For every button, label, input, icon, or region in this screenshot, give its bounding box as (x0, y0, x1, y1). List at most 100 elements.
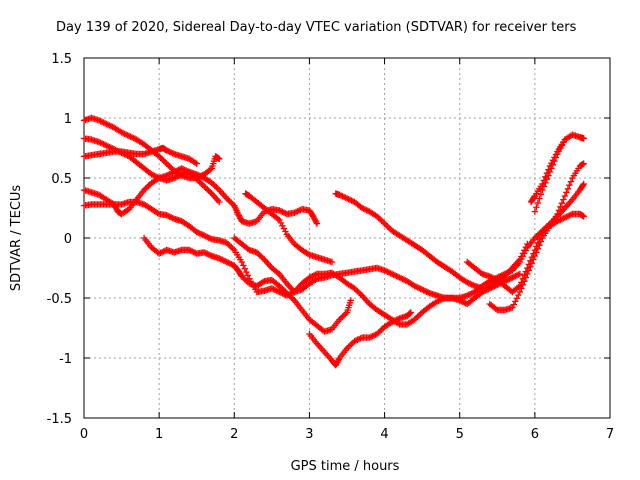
data-point (533, 249, 540, 256)
data-point (560, 196, 567, 203)
data-point (521, 278, 528, 285)
data-point (580, 213, 587, 220)
data-point (561, 192, 569, 200)
data-point (313, 220, 321, 227)
data-point (549, 161, 557, 168)
data-point (567, 178, 575, 185)
data-point (580, 180, 587, 188)
data-point (557, 203, 564, 210)
data-point (531, 208, 539, 215)
y-axis-label: SDTVAR / TECUs (9, 185, 24, 292)
data-point (536, 195, 543, 202)
data-point (546, 168, 554, 176)
data-point (519, 281, 527, 288)
data-point (555, 207, 563, 214)
y-tick-label: -0.5 (47, 292, 72, 307)
data-point (534, 199, 542, 207)
data-point (540, 183, 548, 190)
data-point (561, 136, 569, 143)
data-point (312, 218, 320, 226)
series-sat-j (231, 234, 524, 308)
data-point (551, 158, 558, 165)
data-point (542, 179, 549, 186)
data-point (524, 240, 531, 248)
data-point (522, 243, 530, 251)
data-point (518, 285, 525, 292)
y-tick-label: 0.5 (51, 172, 72, 187)
data-point (512, 298, 519, 305)
y-tick-label: 1.5 (51, 52, 72, 67)
data-point (407, 309, 415, 316)
data-point (522, 274, 530, 281)
data-point (530, 256, 537, 263)
y-tick-label: 0 (64, 232, 72, 247)
axis-ticks: 0 1 2 3 4 5 6 7 -1.5 -1 -0.5 0 0.5 1 1.5 (47, 52, 615, 442)
x-tick-label: 0 (80, 427, 88, 442)
x-tick-label: 2 (230, 427, 238, 442)
data-point (580, 160, 587, 167)
y-tick-label: 1 (64, 112, 72, 127)
data-point (513, 295, 521, 302)
x-tick-label: 4 (380, 427, 388, 442)
chart-title: Day 139 of 2020, Sidereal Day-to-day VTE… (56, 20, 577, 35)
series-sat-l (486, 160, 587, 314)
data-point (216, 198, 223, 206)
data-point (216, 155, 223, 162)
data-point (516, 270, 524, 278)
series-sat-n (531, 136, 569, 215)
data-point (533, 204, 540, 211)
data-point (534, 245, 542, 252)
data-point (564, 185, 572, 192)
data-point (509, 304, 516, 311)
data-point (536, 242, 543, 249)
gridlines (84, 58, 610, 418)
data-point (528, 260, 536, 267)
x-axis-label: GPS time / hours (291, 459, 400, 474)
data-point (563, 189, 570, 196)
data-point (240, 262, 247, 269)
data-point (539, 186, 546, 194)
data-point (244, 272, 252, 279)
data-point (510, 301, 518, 308)
data-point (335, 356, 342, 363)
data-point (347, 297, 354, 304)
y-tick-label: -1 (59, 352, 72, 367)
data-point (238, 258, 245, 266)
data-point (243, 268, 250, 276)
data-point (531, 252, 539, 260)
series-sat-i (332, 190, 531, 292)
data-point (537, 191, 545, 198)
data-point (193, 160, 200, 167)
x-tick-label: 1 (155, 427, 163, 442)
data-point (579, 182, 587, 189)
x-tick-label: 3 (305, 427, 313, 442)
x-tick-label: 6 (531, 427, 539, 442)
data-marks (80, 114, 587, 369)
data-point (516, 288, 524, 296)
series-sat-g (242, 190, 336, 266)
data-point (524, 270, 531, 278)
series-sat-c (80, 144, 200, 167)
data-point (406, 309, 414, 317)
x-tick-label: 5 (456, 427, 464, 442)
data-point (515, 291, 522, 299)
plot-frame (83, 57, 611, 419)
data-point (545, 172, 552, 179)
data-point (558, 200, 566, 207)
data-point (554, 210, 561, 218)
data-point (530, 194, 538, 201)
data-point (241, 265, 249, 272)
data-point (580, 135, 587, 142)
data-point (552, 154, 560, 161)
data-point (527, 263, 534, 270)
data-point (525, 267, 533, 274)
data-point (328, 258, 336, 266)
data-point (537, 238, 545, 245)
series-sat-h (306, 309, 415, 369)
y-tick-label: -1.5 (47, 412, 72, 427)
series-sat-f (140, 234, 354, 335)
data-point (566, 182, 573, 189)
data-point (548, 165, 555, 172)
x-tick-label: 7 (606, 427, 614, 442)
